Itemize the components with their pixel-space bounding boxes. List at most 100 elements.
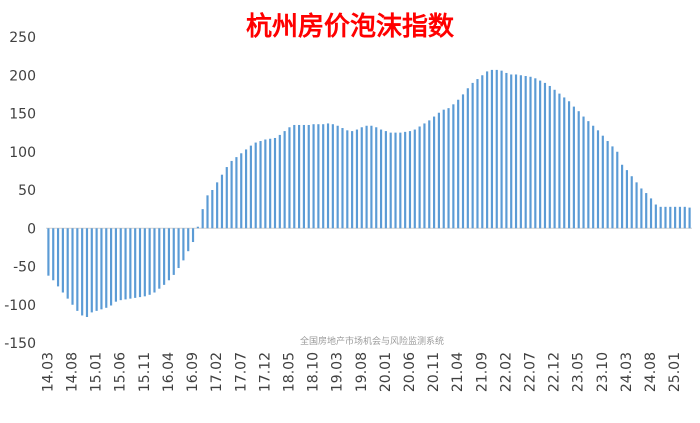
bar [529,76,532,229]
x-tick-label: 18.10 [306,352,322,392]
bar [476,79,479,229]
bar [249,145,252,229]
bar [283,131,286,229]
x-tick-label: 17.02 [209,352,225,392]
bar [674,206,677,229]
bar [452,104,455,229]
x-tick-label: 24.08 [643,352,659,392]
bar [307,124,310,229]
bar [384,131,387,229]
bar [129,228,132,299]
x-tick-label: 22.07 [523,352,539,392]
x-tick-label: 20.01 [378,352,394,392]
y-tick-label: -150 [4,336,36,352]
x-tick-label: 16.04 [161,352,177,392]
x-tick-label: 21.04 [450,352,466,392]
bar [592,125,595,229]
bar [201,209,204,229]
y-tick-label: -100 [4,298,36,314]
bar [240,153,243,229]
bar [394,132,397,229]
bar [85,228,89,317]
bar [625,170,628,229]
y-tick-label: 200 [9,68,36,84]
bar [428,120,431,229]
x-tick-label: 15.11 [137,352,153,392]
bar [346,130,349,229]
bar [524,76,527,229]
bar [119,228,122,301]
x-tick-label: 14.08 [65,352,81,392]
bar [379,129,383,229]
x-tick-label: 20.11 [426,352,442,392]
bar [351,131,354,229]
bar [635,182,638,229]
bar [187,228,190,252]
bar [273,137,277,229]
bar [90,228,93,313]
bar [611,146,614,229]
bar [481,75,484,229]
bar [514,74,518,229]
bar [244,149,248,229]
bar [220,174,224,229]
x-tick-label: 17.07 [233,352,249,392]
x-tick-label: 25.01 [667,352,683,392]
bar [95,228,98,311]
bar [230,160,233,229]
y-tick-label: 50 [18,183,36,199]
bar [461,94,465,229]
bar [259,141,262,229]
bar [225,167,228,229]
bar [326,123,330,229]
bar [172,228,175,275]
bar [437,112,440,229]
bar [543,82,547,229]
x-tick-label: 14.03 [40,352,56,392]
bar [114,228,117,302]
bar [548,85,551,229]
bar [678,206,682,229]
bar [621,164,624,229]
bar [447,108,450,229]
bar [370,125,373,229]
bar [235,157,238,229]
bar [375,127,378,229]
bar [683,206,686,229]
bar [534,78,537,229]
x-tick-label: 19.08 [354,352,370,392]
bar [191,228,195,243]
bar [322,124,325,229]
bar [572,106,575,229]
bar [654,204,657,229]
bar [539,80,542,229]
bar [196,226,199,229]
bar [153,228,156,293]
bar [163,228,166,285]
bar [331,124,334,229]
bar [471,82,474,229]
y-tick-label: 150 [9,107,36,123]
bar [148,228,151,295]
bar [649,198,653,229]
bar [582,116,585,229]
bar [399,132,402,229]
bar [688,207,691,229]
bar [143,228,146,297]
bar [167,228,171,281]
bar [293,124,296,229]
bar [486,71,489,229]
bar [457,99,460,229]
bar [558,93,561,229]
bar [158,228,161,289]
bar [124,228,127,300]
bar [110,228,113,306]
bar [278,134,281,229]
bar [433,116,436,229]
bar [269,138,272,229]
bar [413,129,416,229]
bar [505,72,508,229]
bar [216,182,219,229]
bar [312,124,315,229]
